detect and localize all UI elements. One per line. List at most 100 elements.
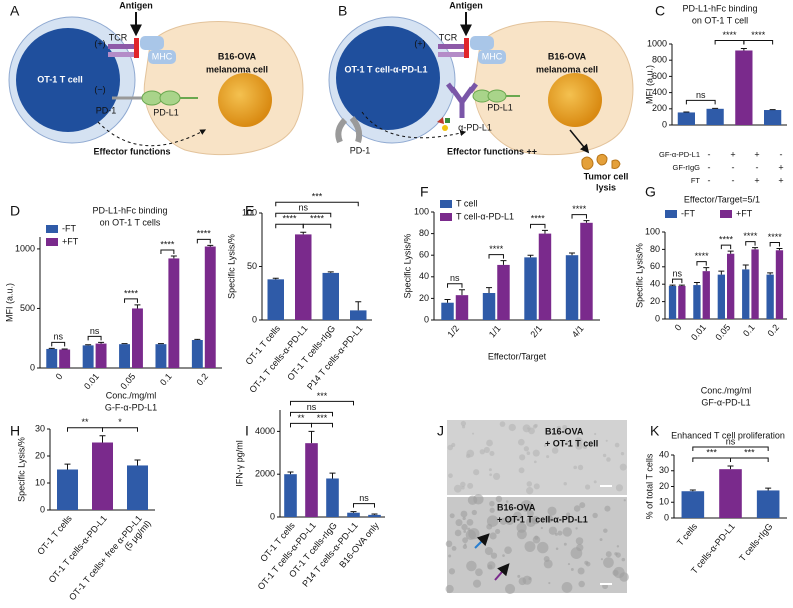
texture <box>592 512 598 519</box>
bar <box>191 340 203 368</box>
bar <box>441 302 454 320</box>
antigen <box>464 38 469 58</box>
texture <box>488 468 492 472</box>
bar <box>681 491 705 518</box>
significance-bracket <box>87 335 102 341</box>
condition-mark: + <box>754 149 759 159</box>
significance-bracket <box>51 341 66 347</box>
label: MHC <box>152 51 173 61</box>
texture <box>584 560 589 565</box>
bar <box>482 293 496 320</box>
chart-title: Effector/Target=5/1 <box>684 194 760 204</box>
y-tick-label: 80 <box>650 244 660 254</box>
y-axis-label: MFI (a.u.) <box>4 283 14 322</box>
texture <box>462 544 468 549</box>
antigen <box>134 38 139 58</box>
label: PD-L1 <box>153 107 179 117</box>
texture <box>445 540 453 548</box>
error-bar <box>371 513 378 515</box>
error-bar <box>98 341 105 344</box>
error-bar <box>134 459 141 466</box>
bar <box>95 343 107 368</box>
texture <box>448 473 453 479</box>
texture <box>565 440 569 444</box>
error-bar <box>300 231 307 235</box>
significance-label: **** <box>751 30 766 40</box>
bar <box>678 285 686 319</box>
y-tick-label: 100 <box>645 226 660 236</box>
y-tick-label: 20 <box>35 450 45 460</box>
significance-label: *** <box>317 413 328 423</box>
chart-title: PD-L1-hFc binding <box>92 205 167 215</box>
linker <box>437 117 444 124</box>
texture <box>505 500 509 503</box>
bar <box>204 246 216 368</box>
y-tick-label: 100 <box>242 207 257 217</box>
condition-mark: + <box>778 162 783 172</box>
x-axis-label: GF-α-PD-L1 <box>701 397 750 407</box>
texture <box>462 537 469 544</box>
bar <box>132 308 143 368</box>
texture <box>578 580 585 588</box>
arrow <box>474 533 490 549</box>
label: Tumor cell <box>584 171 629 181</box>
error-bar <box>541 229 548 234</box>
bar <box>580 222 593 320</box>
texture <box>584 484 591 490</box>
pdl1 <box>141 90 163 106</box>
bar <box>742 269 750 319</box>
texture <box>537 541 549 554</box>
texture <box>516 529 527 540</box>
error-bar <box>327 271 334 273</box>
x-axis-label: G-F-α-PD-L1 <box>105 402 157 412</box>
significance-label: **** <box>197 229 212 239</box>
bar <box>168 258 180 368</box>
significance-label: ns <box>726 436 736 446</box>
label: Effector functions ++ <box>447 146 537 156</box>
texture <box>545 514 554 523</box>
texture <box>454 529 462 537</box>
significance-bracket <box>745 241 756 246</box>
texture <box>562 429 566 434</box>
label: TCR <box>109 32 128 42</box>
bar <box>347 512 360 517</box>
texture <box>602 453 607 458</box>
chart-title: on OT-1 T cells <box>100 217 161 227</box>
tcr <box>438 44 468 49</box>
y-tick-label: 2000 <box>255 469 275 479</box>
panel-label: I <box>245 423 249 439</box>
significance-bracket <box>290 400 354 406</box>
y-axis-label: Specific Lysis/% <box>16 437 26 502</box>
pd1 <box>335 116 363 144</box>
caption: + OT-1 T cell <box>545 438 598 448</box>
significance-bracket <box>685 99 716 105</box>
panel-label: J <box>437 423 444 439</box>
texture <box>504 583 516 594</box>
panel-label: K <box>650 423 660 439</box>
y-tick-label: 40 <box>650 279 660 289</box>
texture <box>484 546 493 556</box>
texture <box>575 537 584 545</box>
significance-label: **** <box>531 214 546 224</box>
significance-label: *** <box>312 192 323 202</box>
texture <box>603 528 608 533</box>
texture <box>526 481 533 487</box>
bar <box>717 274 725 319</box>
error-bar <box>752 247 759 250</box>
bar <box>565 255 579 320</box>
bar <box>727 253 735 319</box>
texture <box>615 484 624 492</box>
chart-title: PD-L1-hFc binding <box>682 3 757 13</box>
condition-mark: - <box>708 175 711 185</box>
chart-title: Enhanced T cell proliferation <box>671 430 785 440</box>
error-bar <box>48 347 55 349</box>
texture <box>461 523 468 531</box>
texture <box>577 464 584 471</box>
texture <box>504 546 512 555</box>
bar <box>119 344 130 368</box>
texture <box>460 510 468 518</box>
x-axis-label: Effector/Target <box>488 351 547 361</box>
texture <box>502 554 505 557</box>
label: PD-L1 <box>487 102 513 112</box>
bar <box>305 443 318 517</box>
